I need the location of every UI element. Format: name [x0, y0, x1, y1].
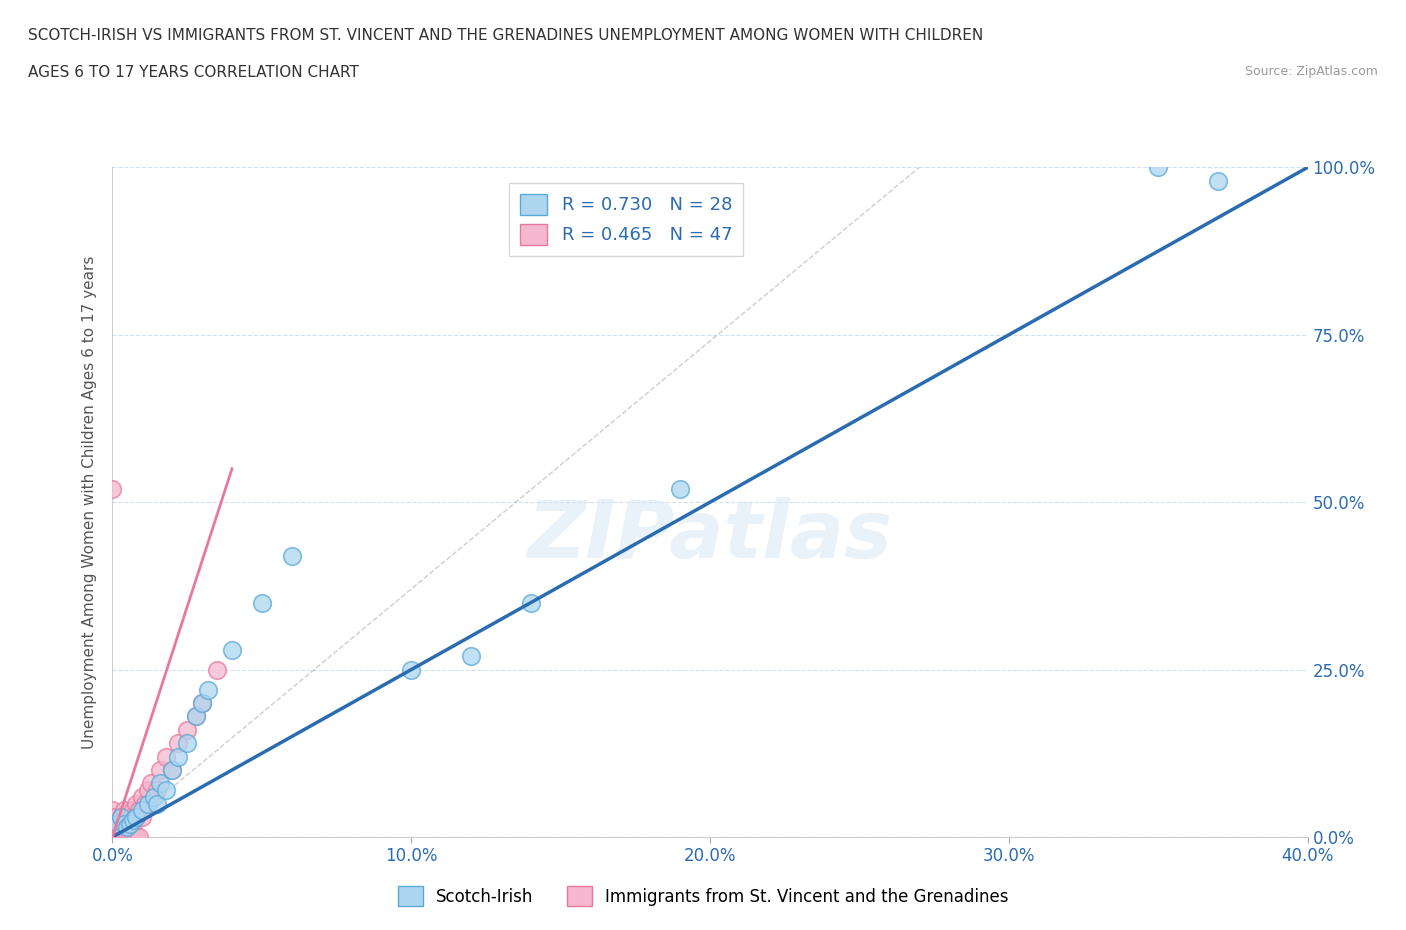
Point	[186, 709, 208, 724]
Point	[401, 662, 423, 677]
Point	[125, 809, 148, 824]
Point	[125, 796, 148, 811]
Point	[101, 803, 124, 817]
Point	[110, 823, 132, 838]
Point	[162, 763, 183, 777]
Point	[460, 649, 482, 664]
Point	[117, 830, 139, 844]
Point	[221, 642, 243, 657]
Point	[107, 830, 129, 844]
Point	[134, 796, 156, 811]
Point	[114, 817, 135, 831]
Point	[128, 803, 150, 817]
Point	[114, 803, 135, 817]
Point	[176, 736, 198, 751]
Point	[131, 809, 153, 824]
Point	[110, 809, 132, 824]
Text: Source: ZipAtlas.com: Source: ZipAtlas.com	[1244, 65, 1378, 78]
Point	[149, 776, 172, 790]
Point	[128, 830, 150, 844]
Point	[110, 830, 132, 844]
Point	[120, 817, 142, 831]
Point	[122, 830, 145, 844]
Point	[101, 817, 124, 831]
Point	[120, 830, 142, 844]
Point	[101, 482, 124, 497]
Point	[107, 817, 129, 831]
Point	[117, 819, 139, 834]
Point	[104, 809, 127, 824]
Point	[250, 595, 273, 610]
Point	[191, 696, 214, 711]
Point	[167, 736, 190, 751]
Point	[205, 662, 228, 677]
Point	[138, 796, 160, 811]
Point	[104, 817, 127, 831]
Point	[138, 783, 160, 798]
Point	[117, 823, 139, 838]
Point	[149, 763, 172, 777]
Point	[101, 823, 124, 838]
Point	[197, 683, 219, 698]
Legend: Scotch-Irish, Immigrants from St. Vincent and the Grenadines: Scotch-Irish, Immigrants from St. Vincen…	[391, 880, 1015, 912]
Point	[191, 696, 214, 711]
Point	[281, 549, 304, 564]
Point	[162, 763, 183, 777]
Point	[146, 796, 169, 811]
Point	[155, 783, 177, 798]
Point	[104, 823, 127, 838]
Point	[120, 823, 142, 838]
Legend: R = 0.730   N = 28, R = 0.465   N = 47: R = 0.730 N = 28, R = 0.465 N = 47	[509, 183, 744, 256]
Point	[125, 809, 148, 824]
Point	[143, 790, 166, 804]
Text: AGES 6 TO 17 YEARS CORRELATION CHART: AGES 6 TO 17 YEARS CORRELATION CHART	[28, 65, 359, 80]
Point	[186, 709, 208, 724]
Point	[155, 750, 177, 764]
Point	[107, 817, 129, 831]
Point	[107, 823, 129, 838]
Y-axis label: Unemployment Among Women with Children Ages 6 to 17 years: Unemployment Among Women with Children A…	[82, 256, 97, 749]
Point	[122, 817, 145, 831]
Point	[167, 750, 190, 764]
Point	[101, 830, 124, 844]
Point	[110, 809, 132, 824]
Point	[131, 803, 153, 817]
Point	[101, 809, 124, 824]
Point	[669, 482, 692, 497]
Point	[141, 776, 163, 790]
Point	[114, 830, 135, 844]
Point	[122, 813, 145, 828]
Point	[131, 790, 153, 804]
Point	[120, 809, 142, 824]
Text: ZIPatlas: ZIPatlas	[527, 497, 893, 575]
Point	[146, 783, 169, 798]
Point	[125, 830, 148, 844]
Point	[176, 723, 198, 737]
Point	[122, 803, 145, 817]
Text: SCOTCH-IRISH VS IMMIGRANTS FROM ST. VINCENT AND THE GRENADINES UNEMPLOYMENT AMON: SCOTCH-IRISH VS IMMIGRANTS FROM ST. VINC…	[28, 28, 983, 43]
Point	[1206, 173, 1229, 188]
Point	[114, 817, 135, 831]
Point	[104, 830, 127, 844]
Point	[520, 595, 543, 610]
Point	[1147, 160, 1170, 175]
Point	[117, 817, 139, 831]
